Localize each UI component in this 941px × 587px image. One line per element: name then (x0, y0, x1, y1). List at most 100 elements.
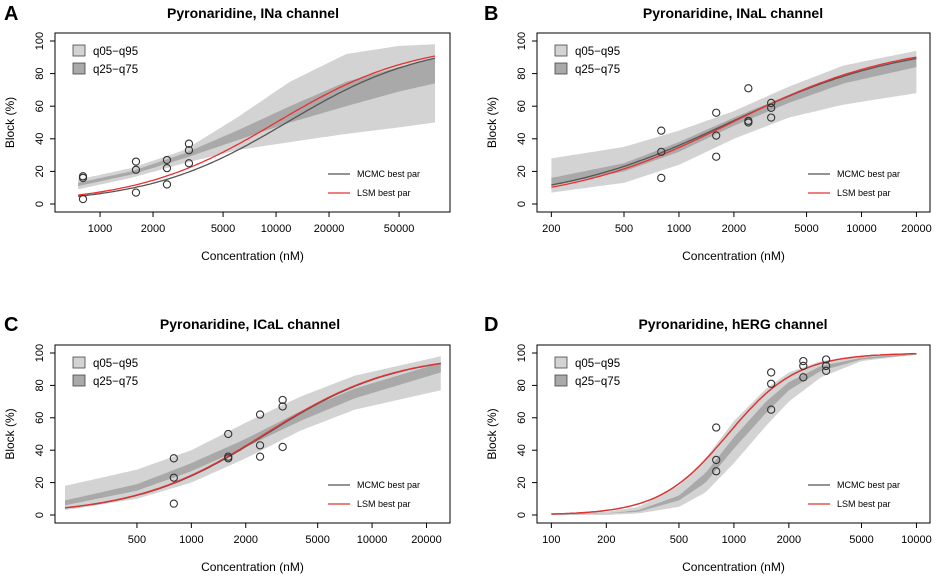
data-point (184, 159, 194, 168)
data-point (131, 165, 141, 174)
x-tick-label: 10000 (261, 223, 292, 235)
band-q05-q95 (551, 353, 917, 515)
y-tick-label: 100 (34, 344, 46, 362)
x-tick-label: 500 (670, 534, 688, 546)
data-point (712, 152, 721, 161)
data-point (224, 454, 233, 463)
data-point (712, 467, 721, 476)
x-tick-label: 1000 (88, 223, 112, 235)
data-point (657, 147, 666, 156)
legend-swatch-q05-q95 (72, 356, 86, 369)
x-tick-label: 500 (615, 223, 633, 235)
legend-label-lsm: LSM best par (357, 499, 411, 509)
chart-title: Pyronaridine, INaL channel (643, 5, 823, 21)
data-point (767, 368, 776, 377)
legend-label-mcmc: MCMC best par (837, 480, 900, 490)
x-tick-label: 50000 (384, 223, 415, 235)
panel-A: A Pyronaridine, INa channel 0 20 40 60 80 100 10… (3, 3, 451, 263)
legend-label-q25-q75: q25−q75 (93, 64, 138, 76)
plot-area (64, 356, 441, 511)
x-tick-label: 1000 (179, 534, 203, 546)
y-tick-label: 0 (34, 512, 46, 518)
panel-B: B Pyronaridine, INaL channel 0 20 40 60 80 100 2… (484, 3, 932, 263)
x-tick-label: 5000 (305, 534, 329, 546)
chart-title: Pyronaridine, ICaL channel (160, 316, 340, 332)
data-point (744, 118, 753, 127)
data-point (799, 356, 808, 366)
y-tick-label: 60 (516, 100, 528, 112)
y-tick-label: 60 (516, 412, 528, 424)
x-tick-label: 20000 (411, 534, 442, 546)
plot-area (551, 353, 917, 515)
data-point (255, 441, 265, 450)
x-tick-label: 5000 (211, 223, 235, 235)
data-point (169, 499, 178, 508)
x-tick-label: 2000 (234, 534, 258, 546)
data-point (278, 442, 287, 452)
data-point (131, 188, 141, 197)
legend-swatch-q05-q95 (72, 44, 86, 57)
legend-label-mcmc: MCMC best par (837, 169, 900, 179)
data-point (224, 429, 233, 439)
y-tick-label: 80 (34, 67, 46, 79)
data-point (799, 373, 808, 382)
legend-label-q05-q95: q05−q95 (575, 358, 620, 370)
data-point (162, 155, 172, 165)
y-tick-label: 20 (516, 165, 528, 177)
legend-label-lsm: LSM best par (837, 188, 891, 198)
y-tick-label: 20 (34, 476, 46, 488)
x-tick-label: 2000 (777, 534, 801, 546)
plot-area (78, 44, 436, 197)
data-point (767, 113, 776, 122)
data-point (821, 366, 831, 375)
data-point (767, 98, 776, 108)
y-axis-label: Block (%) (485, 408, 499, 459)
legend-bands: q05−q95 q25−q75 (554, 44, 620, 76)
data-point (657, 173, 666, 183)
data-point (767, 379, 776, 388)
y-tick-label: 40 (34, 133, 46, 145)
x-axis-label: Concentration (nM) (201, 560, 304, 574)
y-tick-label: 0 (516, 512, 528, 518)
band-q25-q75 (78, 58, 435, 187)
legend-lines: MCMC best par LSM best par (808, 480, 900, 509)
panel-letter: C (4, 314, 18, 336)
y-axis-label: Block (%) (3, 408, 17, 459)
y-tick-label: 100 (34, 32, 46, 50)
data-point (657, 126, 666, 135)
x-tick-label: 100 (542, 534, 560, 546)
data-point (255, 452, 265, 461)
legend-label-q05-q95: q05−q95 (575, 46, 620, 58)
y-tick-label: 60 (34, 100, 46, 112)
data-point (78, 173, 88, 183)
panel-letter: D (484, 314, 498, 336)
legend-label-q25-q75: q25−q75 (93, 376, 138, 388)
y-tick-label: 0 (516, 201, 528, 207)
x-tick-label: 5000 (849, 534, 873, 546)
legend-swatch-q05-q95 (554, 44, 568, 57)
legend-swatch-q25-q75 (554, 62, 568, 75)
x-axis-label: Concentration (nM) (201, 249, 304, 263)
y-tick-label: 0 (34, 201, 46, 207)
y-axis-label: Block (%) (3, 97, 17, 148)
data-point (184, 146, 194, 155)
lsm-best-par-line (551, 353, 917, 515)
legend-label-lsm: LSM best par (357, 188, 411, 198)
chart-title: Pyronaridine, INa channel (167, 5, 339, 21)
lsm-best-par-line (64, 362, 441, 509)
y-tick-label: 20 (34, 165, 46, 177)
band-q05-q95 (78, 44, 435, 190)
data-point (255, 410, 265, 419)
x-axis-label: Concentration (nM) (682, 560, 785, 574)
data-point (712, 131, 721, 140)
legend-bands: q05−q95 q25−q75 (554, 356, 620, 388)
legend-lines: MCMC best par LSM best par (328, 169, 420, 198)
x-tick-label: 5000 (794, 223, 818, 235)
y-tick-label: 40 (516, 133, 528, 145)
x-tick-label: 10000 (846, 223, 877, 235)
legend-bands: q05−q95 q25−q75 (72, 44, 138, 76)
legend-label-q05-q95: q05−q95 (93, 46, 138, 58)
legend-swatch-q25-q75 (72, 62, 86, 75)
data-point (162, 163, 172, 173)
